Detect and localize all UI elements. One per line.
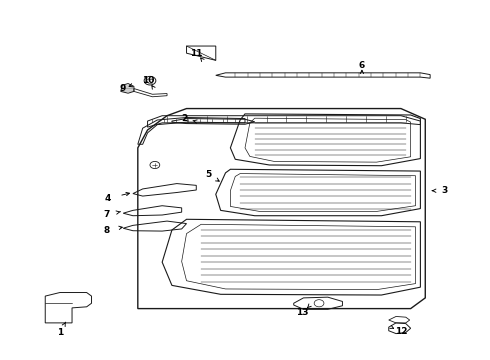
Text: 4: 4 — [104, 194, 111, 203]
Text: 10: 10 — [142, 76, 155, 85]
Text: 1: 1 — [57, 328, 63, 337]
Text: 9: 9 — [119, 84, 125, 93]
Text: 2: 2 — [181, 114, 187, 123]
Text: 13: 13 — [296, 309, 309, 318]
Text: 6: 6 — [359, 61, 365, 70]
Text: 8: 8 — [103, 225, 109, 234]
Text: 3: 3 — [441, 186, 448, 195]
Text: 11: 11 — [190, 49, 202, 58]
Text: 7: 7 — [103, 210, 109, 219]
Text: 5: 5 — [205, 170, 212, 179]
Text: 12: 12 — [394, 327, 407, 336]
